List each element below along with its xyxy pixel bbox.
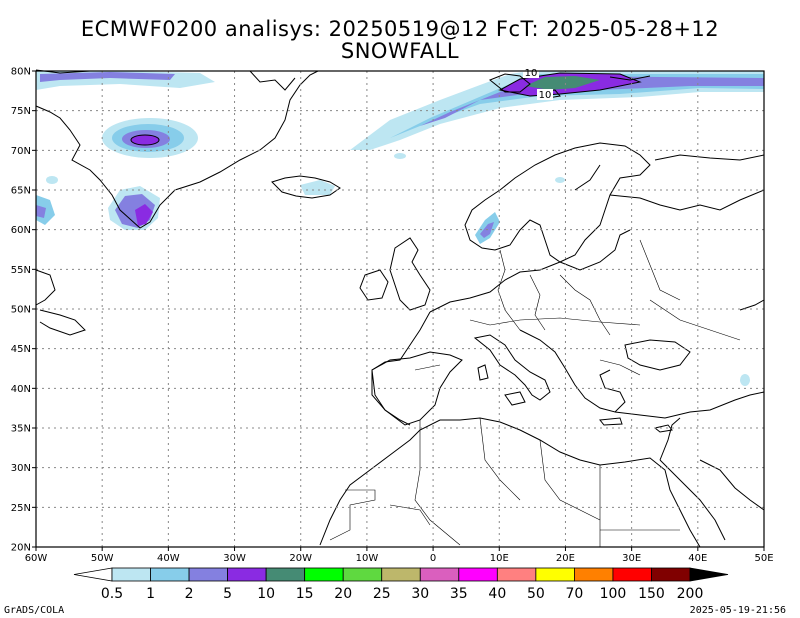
iberia-coast xyxy=(371,351,463,426)
snowfall-area-iceland xyxy=(300,180,335,195)
legend-level-label: 25 xyxy=(373,586,391,602)
legend-level-label: 10 xyxy=(257,586,275,602)
legend-level-label: 40 xyxy=(488,586,506,602)
britain-coast xyxy=(389,237,431,311)
legend-level-label: 70 xyxy=(565,586,583,602)
legend-level-label: 35 xyxy=(450,586,468,602)
legend-swatch xyxy=(304,567,344,582)
map-subtitle: SNOWFALL xyxy=(340,39,460,63)
legend-swatch xyxy=(574,567,614,582)
legend-swatch xyxy=(342,567,383,582)
map-title: ECMWF0200 analisys: 20250519@12 FcT: 202… xyxy=(80,17,720,41)
lat-tick-label: 55N xyxy=(11,265,31,276)
lat-tick-label: 25N xyxy=(11,503,31,514)
colorbar-legend: 0.5 1 2 5 10 15 20 25 30 35 40 50 70 100 150 200 xyxy=(73,567,729,602)
legend-swatch xyxy=(458,567,498,582)
lon-tick-label: 10E xyxy=(490,553,509,564)
legend-swatch xyxy=(496,567,537,582)
lon-tick-label: 20E xyxy=(556,553,575,564)
lon-tick-label: 30W xyxy=(223,553,246,564)
lat-tick-label: 45N xyxy=(11,344,31,355)
lon-tick-label: 60W xyxy=(25,553,48,564)
legend-swatch xyxy=(227,567,267,582)
legend-arrow-high xyxy=(689,567,729,582)
legend-arrow-low xyxy=(73,567,113,582)
contour-labels: 10 10 xyxy=(523,67,553,101)
snowfall-area-arctic-peak2 xyxy=(525,76,600,90)
lon-tick-label: 40E xyxy=(688,553,707,564)
iceland-coast xyxy=(271,175,341,199)
lat-tick-label: 80N xyxy=(11,67,31,78)
legend-swatch xyxy=(381,567,421,582)
legend-swatch xyxy=(265,567,306,582)
legend-swatch xyxy=(419,567,460,582)
legend-swatch xyxy=(651,567,691,582)
lat-tick-label: 35N xyxy=(11,424,31,435)
lat-tick-label: 40N xyxy=(11,384,31,395)
legend-level-label: 0.5 xyxy=(101,586,123,602)
lon-tick-label: 50E xyxy=(754,553,773,564)
map-gridlines xyxy=(36,71,764,547)
lon-tick-label: 0 xyxy=(430,553,436,564)
lon-tick-label: 10W xyxy=(356,553,379,564)
legend-level-label: 100 xyxy=(600,586,627,602)
longitude-ticks: 60W 50W 40W 30W 20W 10W 0 10E 20E 30E 40E 50E xyxy=(25,547,774,564)
italy-coast xyxy=(473,334,551,401)
lat-tick-label: 75N xyxy=(11,106,31,117)
legend-level-label: 15 xyxy=(296,586,314,602)
coastlines xyxy=(35,69,765,548)
snowfall-area-arctic-inner xyxy=(390,74,764,138)
legend-level-label: 150 xyxy=(638,586,665,602)
legend-swatch xyxy=(111,567,151,582)
contour-label: 10 xyxy=(525,68,538,79)
lat-tick-label: 70N xyxy=(11,146,31,157)
map-area: 10 10 xyxy=(35,67,765,548)
lat-tick-label: 30N xyxy=(11,463,31,474)
legend-level-label: 30 xyxy=(411,586,429,602)
legend-level-label: 1 xyxy=(146,586,155,602)
legend-swatch xyxy=(535,567,575,582)
legend-level-label: 50 xyxy=(527,586,545,602)
legend-level-label: 20 xyxy=(334,586,352,602)
legend-level-label: 200 xyxy=(677,586,704,602)
footer-timestamp: 2025-05-19-21:56 xyxy=(689,605,786,616)
lat-tick-label: 60N xyxy=(11,225,31,236)
lon-tick-label: 40W xyxy=(157,553,180,564)
snowfall-area-greenland-north-inner xyxy=(40,72,175,82)
latitude-ticks: 80N 75N 70N 65N 60N 55N 50N 45N 40N 35N 30N 25N 20N xyxy=(11,67,36,554)
snowfall-field xyxy=(36,71,764,386)
europe-coast xyxy=(429,261,561,313)
scandinavia-coast xyxy=(464,142,651,263)
legend-swatch xyxy=(188,567,228,582)
lat-tick-label: 20N xyxy=(11,543,31,554)
lat-tick-label: 50N xyxy=(11,305,31,316)
legend-level-label: 2 xyxy=(185,586,194,602)
ireland-coast xyxy=(359,269,389,301)
contour-label: 10 xyxy=(539,90,552,101)
legend-level-label: 5 xyxy=(223,586,232,602)
legend-swatch xyxy=(150,567,190,582)
lon-tick-label: 30E xyxy=(622,553,641,564)
lon-tick-label: 20W xyxy=(289,553,312,564)
lon-tick-label: 50W xyxy=(91,553,114,564)
legend-swatch xyxy=(612,567,652,582)
greenland-coast xyxy=(35,70,319,229)
africa-coast xyxy=(319,417,701,548)
footer-credit: GrADS/COLA xyxy=(4,605,65,616)
country-borders xyxy=(329,239,741,547)
lat-tick-label: 65N xyxy=(11,186,31,197)
